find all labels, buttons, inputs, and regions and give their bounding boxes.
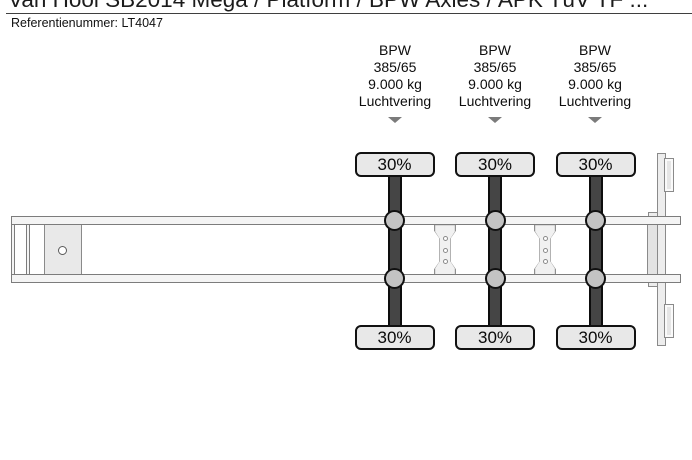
suspension-mount — [484, 210, 506, 231]
suspension-mount — [585, 268, 606, 289]
tire-condition-value: 30% — [578, 327, 613, 347]
tire-condition-value: 30% — [377, 327, 412, 347]
suspension-mount — [384, 210, 405, 231]
tire-condition-value: 30% — [377, 154, 412, 174]
crossmember-bolt — [442, 247, 448, 253]
crossmember-bolt — [542, 247, 548, 253]
tire-condition-badge: 30% — [455, 152, 535, 177]
front-crossmember — [26, 224, 30, 275]
axle-brand: BPW — [479, 42, 511, 58]
tire-condition-value: 30% — [578, 154, 613, 174]
tire-condition-badge: 30% — [555, 325, 636, 350]
crossmember-bolt — [442, 259, 448, 265]
axle-suspension: Luchtvering — [358, 93, 432, 109]
axle-suspension: Luchtvering — [458, 93, 532, 109]
rear-light-bottom — [664, 304, 674, 338]
axle-spec-1: BPW 385/65 9.000 kg Luchtvering — [340, 42, 450, 123]
reference-number: Referentienummer: LT4047 — [11, 16, 163, 30]
axle-load-capacity: 9.000 kg — [568, 76, 622, 92]
chevron-down-icon[interactable] — [488, 117, 502, 123]
axle-load-capacity: 9.000 kg — [368, 76, 422, 92]
tire-condition-badge: 30% — [455, 325, 535, 350]
rear-bumper-bar — [657, 153, 666, 346]
header-divider — [6, 13, 692, 14]
axle-bar-1 — [387, 170, 402, 328]
kingpin — [58, 246, 67, 255]
chassis-rail-top — [11, 216, 681, 225]
tire-condition-value: 30% — [477, 327, 513, 347]
axle-tire-size: 385/65 — [473, 59, 517, 75]
rear-light-top — [664, 158, 674, 192]
tire-condition-badge: 30% — [354, 152, 435, 177]
tire-condition-badge: 30% — [555, 152, 636, 177]
axle-suspension: Luchtvering — [558, 93, 632, 109]
page-title: Van Hool SB2014 Mega / Platform / BPW Ax… — [8, 0, 648, 12]
axle-bar-3 — [588, 170, 603, 328]
axle-tire-size: 385/65 — [373, 59, 417, 75]
suspension-mount — [484, 268, 506, 289]
chevron-down-icon[interactable] — [588, 117, 602, 123]
axle-spec-2: BPW 385/65 9.000 kg Luchtvering — [440, 42, 550, 123]
chevron-down-icon[interactable] — [388, 117, 402, 123]
suspension-mount — [384, 268, 405, 289]
axle-spec-3: BPW 385/65 9.000 kg Luchtvering — [540, 42, 650, 123]
axle-brand: BPW — [379, 42, 411, 58]
tire-condition-value: 30% — [477, 154, 513, 174]
tire-condition-badge: 30% — [354, 325, 435, 350]
crossmember-bolt — [542, 235, 548, 241]
suspension-mount — [585, 210, 606, 231]
chassis-rail-bottom — [11, 274, 681, 283]
front-edge-member — [11, 216, 15, 283]
crossmember-bolt — [542, 259, 548, 265]
axle-brand: BPW — [579, 42, 611, 58]
axle-load-capacity: 9.000 kg — [468, 76, 522, 92]
axle-bar-2 — [488, 170, 502, 328]
crossmember-bolt — [442, 235, 448, 241]
axle-tire-size: 385/65 — [573, 59, 617, 75]
